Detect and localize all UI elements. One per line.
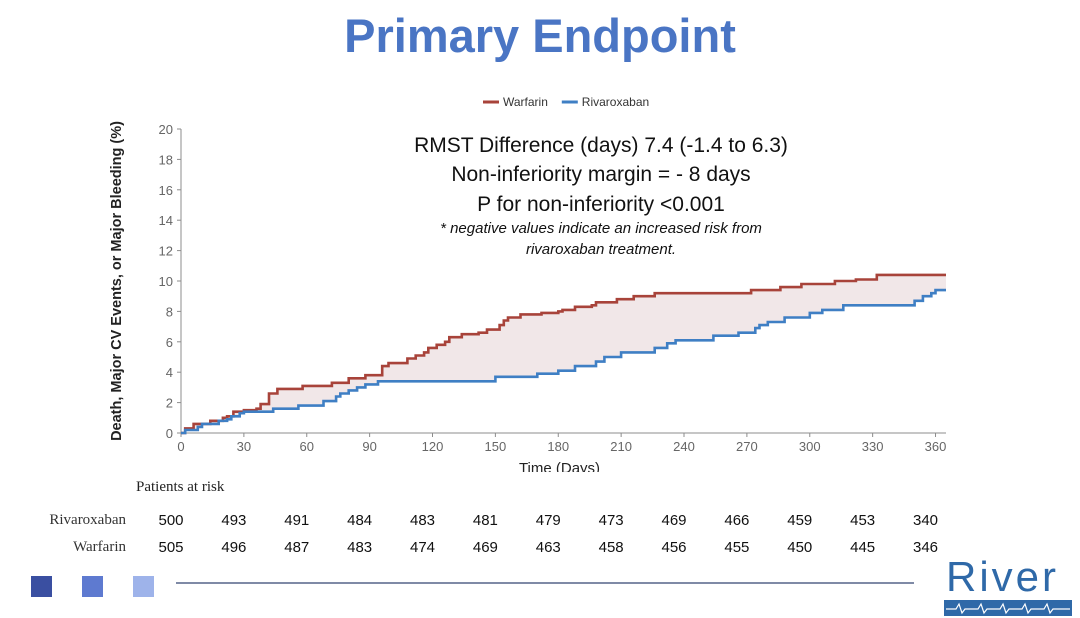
- risk-cell: 484: [347, 512, 373, 529]
- x-tick-label: 60: [300, 439, 314, 454]
- risk-cell: 493: [221, 512, 247, 529]
- risk-cell: 469: [472, 539, 498, 556]
- risk-cell: 479: [535, 512, 561, 529]
- x-tick-label: 120: [422, 439, 444, 454]
- footer-divider-line: [176, 582, 914, 584]
- x-tick-label: 210: [610, 439, 632, 454]
- risk-cell: 473: [598, 512, 624, 529]
- risk-cell: 459: [787, 512, 813, 529]
- x-tick-label: 180: [547, 439, 569, 454]
- legend-entry: Warfarin: [503, 95, 548, 109]
- y-tick-label: 16: [159, 183, 173, 198]
- y-tick-label: 12: [159, 244, 173, 259]
- risk-cell: 466: [724, 512, 750, 529]
- risk-cell: 458: [598, 539, 624, 556]
- risk-cell: 481: [472, 512, 498, 529]
- risk-cell: 483: [409, 512, 436, 529]
- risk-cell: 346: [913, 539, 939, 556]
- footer-square-light: [133, 576, 154, 597]
- risk-cell: 491: [284, 512, 310, 529]
- slide-title: Primary Endpoint: [344, 9, 736, 62]
- risk-table-header: Patients at risk: [136, 479, 225, 495]
- risk-row-warfarin: Warfarin 505 496 487 483 474 469 463 458 456 455 4…: [0, 539, 1080, 559]
- risk-cell: 450: [787, 539, 813, 556]
- x-tick-label: 330: [862, 439, 884, 454]
- y-tick-label: 2: [166, 396, 173, 411]
- risk-cell: 487: [284, 539, 310, 556]
- risk-cell: 469: [661, 512, 687, 529]
- risk-cell: 455: [724, 539, 750, 556]
- y-tick-label: 14: [159, 213, 173, 228]
- x-tick-label: 0: [177, 439, 184, 454]
- series-line-warfarin: [181, 273, 946, 435]
- risk-row-label: Warfarin: [73, 539, 126, 555]
- annotation-rmst-difference: RMST Difference (days) 7.4 (-1.4 to 6.3): [414, 134, 788, 157]
- y-tick-label: 6: [166, 335, 173, 350]
- y-tick-label: 0: [166, 426, 173, 441]
- annotation-note-line1: * negative values indicate an increased …: [440, 220, 762, 237]
- legend-entry: Rivaroxaban: [582, 95, 649, 109]
- risk-cell: 505: [158, 539, 184, 556]
- river-logo-ecg-icon: [944, 600, 1072, 616]
- risk-cell: 474: [409, 539, 436, 556]
- x-tick-label: 300: [799, 439, 821, 454]
- footer-square-medium: [82, 576, 103, 597]
- x-tick-label: 90: [362, 439, 376, 454]
- x-tick-label: 30: [237, 439, 251, 454]
- risk-cell: 445: [850, 539, 876, 556]
- series-line-rivaroxaban: [181, 288, 946, 435]
- footer-square-dark: [31, 576, 52, 597]
- y-tick-label: 8: [166, 304, 173, 319]
- risk-cell: 453: [850, 512, 876, 529]
- y-tick-label: 18: [159, 152, 173, 167]
- risk-cell: 456: [661, 539, 687, 556]
- x-tick-label: 240: [673, 439, 695, 454]
- y-tick-label: 10: [159, 274, 173, 289]
- annotation-note-line2: rivaroxaban treatment.: [526, 241, 676, 258]
- risk-cell: 496: [221, 539, 247, 556]
- annotation-p-value: P for non-inferiority <0.001: [477, 193, 725, 216]
- x-tick-label: 150: [485, 439, 507, 454]
- risk-cell: 340: [913, 512, 939, 529]
- annotation-margin: Non-inferiority margin = - 8 days: [451, 163, 750, 186]
- y-tick-label: 4: [166, 365, 173, 380]
- risk-cell: 463: [535, 539, 561, 556]
- between-series-area: [181, 274, 946, 433]
- risk-cell: 483: [347, 539, 373, 556]
- km-chart: 0 2 4 6 8 10 12 14 16 18 20 0 30 60 90 120 150 180 210 240 2…: [109, 95, 947, 472]
- risk-row-label: Rivaroxaban: [49, 512, 126, 528]
- risk-row-rivaroxaban: Rivaroxaban 500 493 491 484 483 481 479 473 469 4…: [0, 512, 1080, 532]
- x-tick-label: 360: [925, 439, 947, 454]
- y-axis-label: Death, Major CV Events, or Major Bleedin…: [109, 121, 125, 441]
- x-axis-label: Time (Days): [519, 460, 600, 472]
- x-tick-label: 270: [736, 439, 758, 454]
- river-logo-text: River: [946, 553, 1060, 600]
- y-tick-label: 20: [159, 122, 173, 137]
- risk-cell: 500: [158, 512, 184, 529]
